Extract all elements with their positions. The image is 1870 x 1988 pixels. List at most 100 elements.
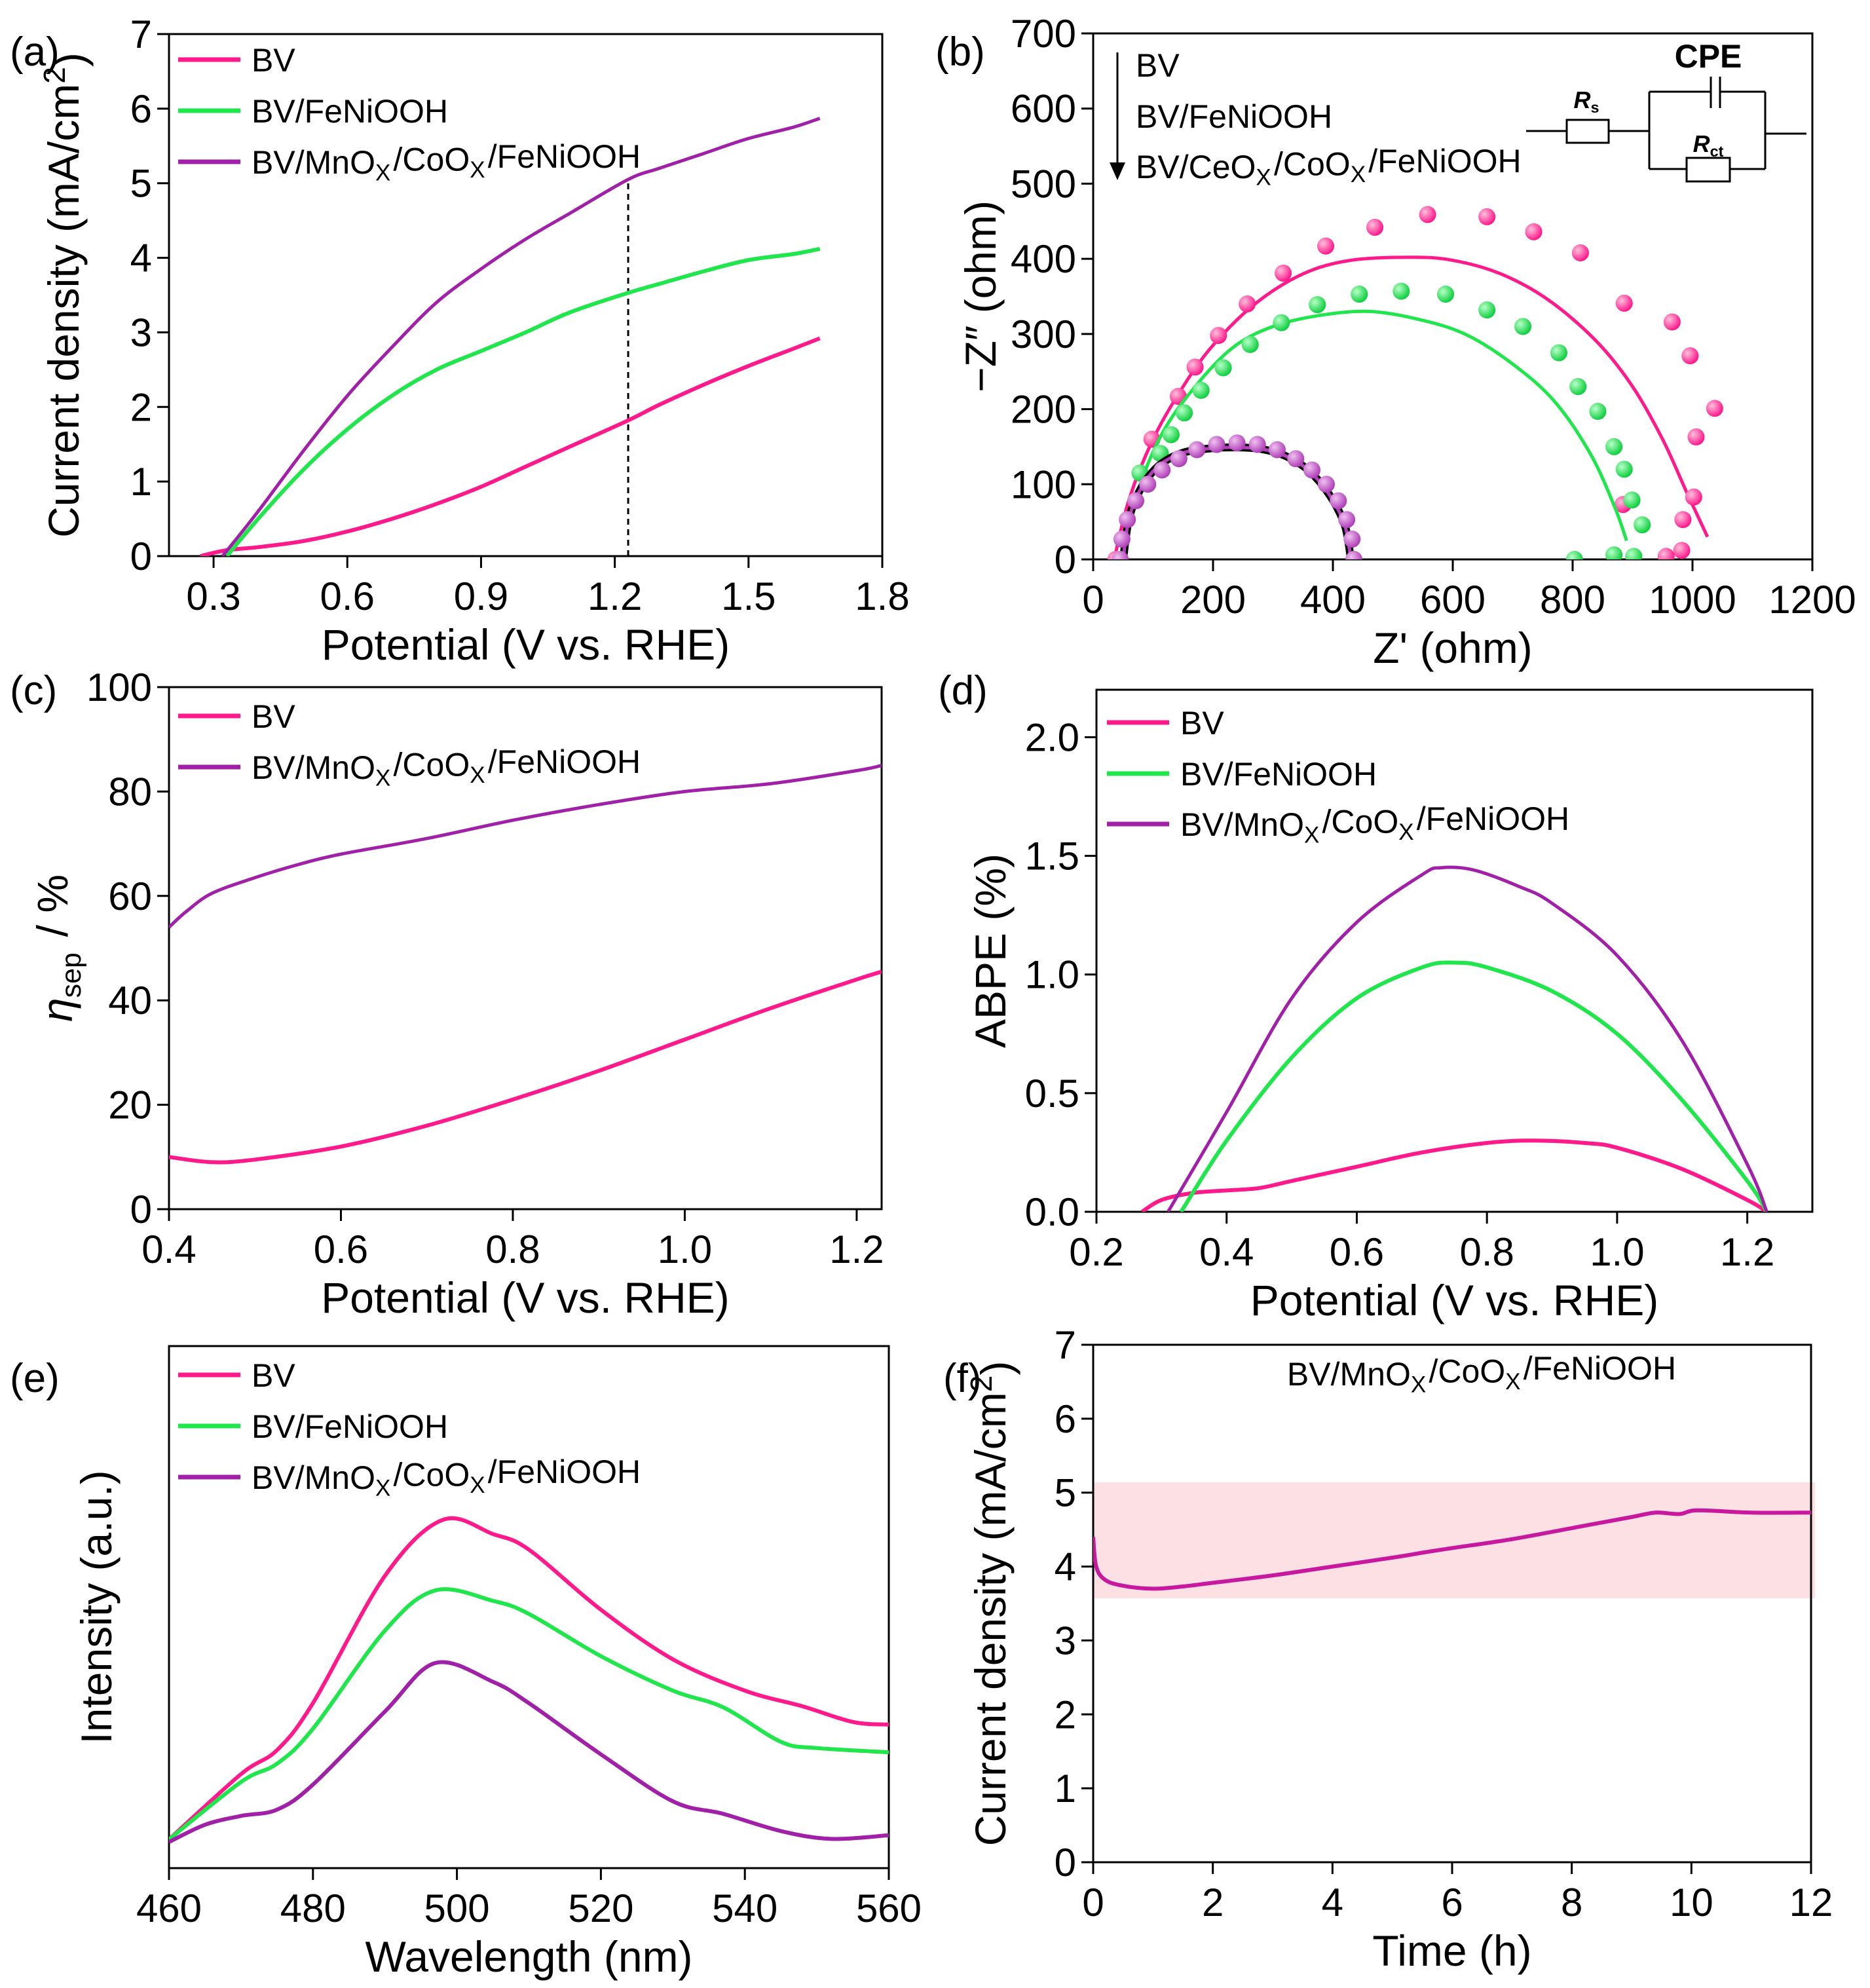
data-point [1248, 436, 1266, 453]
series-line-bv-mnox-coox-feniooh [169, 1660, 889, 1844]
data-point [1186, 358, 1204, 376]
legend-label: BV/CeOX /CoOX /FeNiOOH [1136, 143, 1522, 191]
x-tick-label: 8 [1561, 1881, 1582, 1924]
data-point [1605, 438, 1623, 455]
data-point [1623, 491, 1641, 509]
x-tick-label: 0.4 [141, 1228, 196, 1271]
legend-label: BV/FeNiOOH [1136, 98, 1332, 135]
data-point [1330, 492, 1347, 510]
legend-item: BV/MnOX /CoOX /FeNiOOH [178, 1453, 641, 1501]
x-tick-label: 600 [1420, 578, 1486, 622]
x-tick-label: 0.6 [1330, 1230, 1384, 1274]
data-point [1687, 428, 1705, 446]
legend-item: BV/FeNiOOH [178, 1408, 448, 1445]
y-tick-label: 7 [130, 12, 152, 56]
plot-area [169, 764, 882, 1165]
x-tick-label: 0 [1082, 578, 1104, 622]
x-tick-label: 1.0 [658, 1228, 712, 1271]
legend-item: BV/FeNiOOH [1107, 756, 1377, 793]
x-axis-title: Potential (V vs. RHE) [321, 1273, 730, 1322]
x-axis-title: Z' (ohm) [1373, 624, 1533, 672]
data-point [1706, 400, 1723, 417]
data-point [1634, 516, 1651, 534]
y-tick-label: 0.0 [1025, 1190, 1079, 1234]
legend-label: BV/MnOX /CoOX /FeNiOOH [1180, 800, 1569, 848]
legend-label: BV/FeNiOOH [1180, 756, 1377, 793]
y-tick-label: 1.5 [1025, 835, 1079, 878]
legend-label: BV [252, 1357, 295, 1394]
plot-area [1140, 865, 1768, 1212]
y-tick-label: 2.0 [1025, 715, 1079, 759]
x-tick-label: 10 [1670, 1881, 1713, 1924]
panel-label: (a) [10, 29, 60, 75]
plot-area [169, 1516, 889, 1844]
series-line-bv-mnox-coox-feniooh [1093, 1508, 1811, 1591]
data-point [1681, 347, 1699, 365]
data-point [1192, 381, 1210, 399]
y-tick-label: 500 [1011, 162, 1076, 206]
data-point [1478, 301, 1496, 319]
x-tick-label: 1000 [1649, 578, 1736, 622]
panel-b: 0 200 400 600 800 1000 1200 0 100 200 300 400 500 600… [935, 12, 1856, 672]
y-tick-label: 0.5 [1025, 1072, 1079, 1116]
data-point [1571, 244, 1589, 261]
y-tick-label: 40 [108, 979, 152, 1022]
data-point [1343, 531, 1361, 548]
data-point [1625, 548, 1643, 559]
y-tick-label: 600 [1011, 87, 1076, 131]
y-tick-label: 700 [1011, 12, 1076, 56]
legend-item: BV [178, 1357, 295, 1394]
data-point [1287, 450, 1305, 468]
legend-item: BV/FeNiOOH [178, 93, 448, 130]
y-tick-label: 100 [1011, 462, 1076, 506]
y-axis-title: Intensity (a.u.) [72, 1470, 121, 1744]
x-tick-label: 500 [424, 1886, 490, 1930]
y-axis-title: ηsep / % [28, 874, 87, 1022]
data-point [1239, 295, 1256, 312]
data-point [1317, 476, 1335, 493]
data-point [1210, 327, 1227, 345]
data-point [1589, 403, 1607, 421]
data-point [1393, 282, 1410, 300]
data-point [1657, 548, 1675, 559]
y-axis-title: −Z″ (ohm) [956, 200, 1005, 392]
panel-label: (f) [943, 1356, 982, 1401]
y-tick-label: 80 [108, 770, 152, 814]
data-point [1351, 286, 1368, 303]
plot-frame [168, 33, 884, 557]
data-point [1241, 335, 1259, 353]
x-tick-label: 0.6 [320, 574, 375, 618]
legend-label: BV/MnOX /CoOX /FeNiOOH [252, 1453, 641, 1501]
panel-label: (d) [938, 668, 988, 713]
y-tick-label: 20 [108, 1083, 152, 1127]
data-point [1437, 286, 1455, 303]
x-tick-label: 2 [1202, 1881, 1224, 1924]
data-point [1663, 313, 1681, 331]
series-line-bv [1140, 1138, 1768, 1212]
data-point [1113, 531, 1131, 548]
y-tick-label: 1 [1055, 1767, 1076, 1810]
data-point [1565, 551, 1583, 559]
data-point [1214, 359, 1232, 377]
series-line-bv-mnox-coox-feniooh [1167, 865, 1768, 1212]
data-point [1550, 344, 1567, 362]
plot-frame [1095, 688, 1814, 1213]
y-tick-label: 5 [1055, 1471, 1076, 1515]
data-point [1525, 223, 1543, 240]
x-tick-label: 1200 [1768, 578, 1856, 622]
x-tick-label: 0.8 [485, 1228, 540, 1271]
data-point [1208, 436, 1225, 453]
y-tick-label: 0 [1055, 1841, 1076, 1885]
legend-label: BV [252, 698, 295, 735]
y-tick-label: 100 [86, 666, 152, 709]
x-tick-label: 200 [1180, 578, 1246, 622]
legend-label: BV [1180, 705, 1224, 741]
y-tick-label: 0 [130, 1188, 152, 1231]
series-line-bv [169, 1516, 889, 1841]
data-point [1674, 511, 1692, 529]
stability-highlight-band [1093, 1482, 1815, 1599]
plot-frame [168, 686, 883, 1210]
x-tick-label: 0.4 [1199, 1230, 1254, 1274]
x-tick-label: 4 [1322, 1881, 1343, 1924]
